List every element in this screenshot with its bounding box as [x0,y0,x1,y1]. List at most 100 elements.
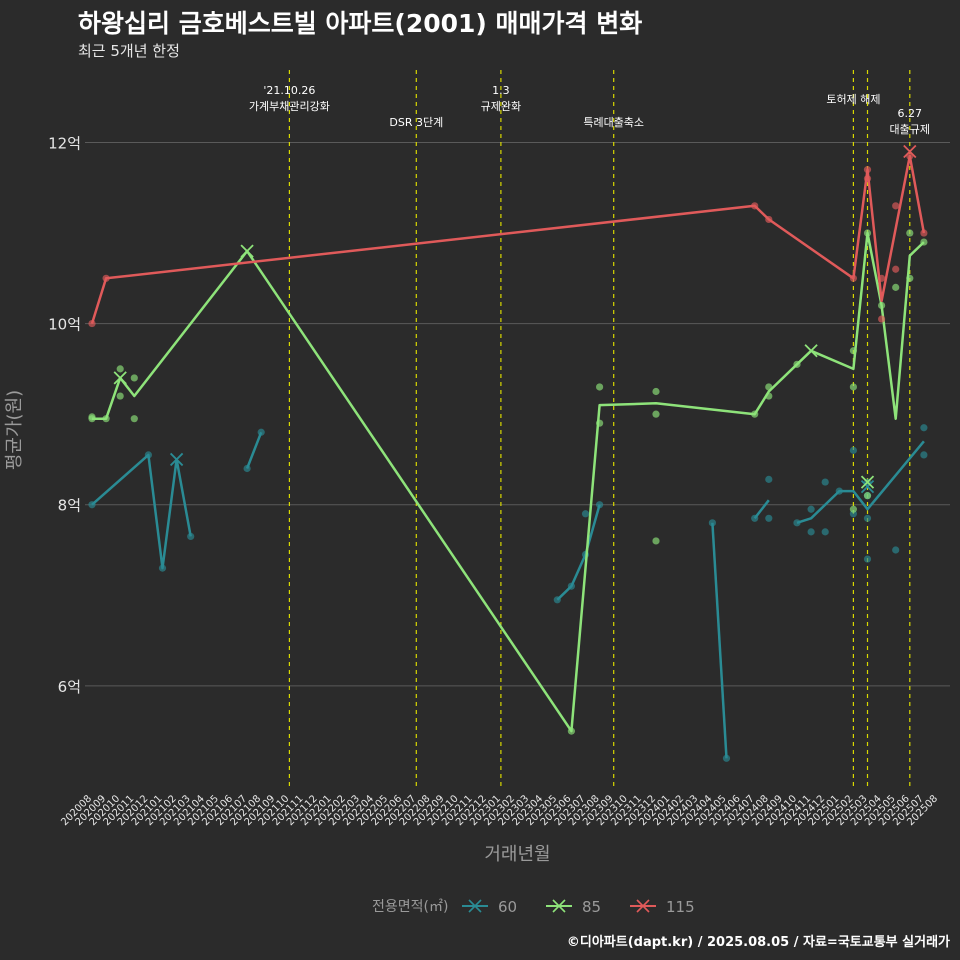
data-point-60 [835,487,843,495]
data-point-60 [708,519,717,527]
data-point-60 [849,446,858,454]
y-tick-label: 12억 [48,134,81,152]
legend-title: 전용면적(㎡) [372,899,448,915]
data-point-85 [849,347,858,355]
series-line-60 [91,453,192,570]
legend-label-60: 60 [498,898,517,916]
data-point-85 [906,229,914,237]
legend-label-115: 115 [666,898,695,916]
data-point-85 [765,392,773,400]
data-point-115 [878,274,886,282]
data-point-85 [765,383,773,391]
credit-text: ©디아파트(dapt.kr) / 2025.08.05 / 자료=국토교통부 실… [566,935,950,950]
event-label: 토허제 해제 [826,92,880,106]
data-point-85 [751,410,759,418]
data-point-60 [158,564,167,572]
cross-marker-60 [860,479,875,494]
data-point-85 [920,238,928,246]
chart-title: 하왕십리 금호베스트빌 아파트(2001) 매매가격 변화 [78,9,643,38]
data-point-85 [102,415,110,423]
data-point-85 [596,419,604,427]
data-point-85 [116,392,124,400]
data-point-85 [652,410,660,418]
series-line-85 [92,231,925,733]
data-point-85 [652,387,660,396]
data-point-85 [849,383,858,391]
y-tick-label: 8억 [58,497,81,515]
data-point-60 [243,464,251,473]
data-point-85 [906,274,914,282]
data-point-115 [863,166,872,174]
data-point-85 [130,374,138,382]
data-point-85 [567,727,576,735]
data-point-85 [596,383,604,391]
data-point-85 [130,415,138,423]
data-point-60 [751,514,759,522]
legend-marker-115 [636,899,650,913]
data-point-115 [88,319,96,328]
y-axis-title: 평균가(원) [4,390,25,470]
data-point-60 [807,528,815,536]
data-point-115 [849,274,858,282]
cross-marker-60 [169,452,184,467]
event-label: 가계부채관리강화 [249,100,330,113]
data-point-60 [765,514,773,522]
event-label: 규제완화 [481,100,521,113]
event-label: 6.27 [898,107,923,120]
series-line-115 [90,154,926,324]
data-point-85 [88,415,96,423]
data-point-115 [863,175,872,183]
series-line-60 [711,522,728,759]
data-point-115 [102,274,110,282]
cross-marker-85 [860,475,875,489]
cross-marker-85 [804,344,818,358]
data-point-60 [257,428,265,436]
data-point-115 [751,202,759,210]
data-point-60 [920,451,928,459]
cross-marker-85 [240,244,254,258]
data-point-60 [722,754,731,762]
data-point-60 [892,546,900,554]
event-label: DSR 3단계 [389,116,443,129]
data-point-60 [596,501,604,509]
data-point-115 [878,315,886,323]
data-point-60 [765,475,773,483]
chart-subtitle: 최근 5개년 한정 [78,42,180,60]
data-point-85 [793,360,801,368]
data-point-60 [88,501,96,509]
data-point-60 [863,555,872,563]
data-point-60 [807,505,815,513]
data-point-85 [863,229,872,237]
data-point-85 [652,537,660,545]
data-point-115 [892,202,900,210]
series-line-60 [245,431,263,469]
series-line-60 [753,499,770,520]
event-label: 1.3 [492,84,510,97]
series-line-60 [796,440,925,524]
data-point-85 [849,505,858,513]
data-point-85 [863,492,872,500]
legend-label-85: 85 [582,898,601,916]
series-line-60 [556,504,601,601]
data-point-85 [892,283,900,291]
data-point-60 [581,510,590,518]
legend-marker-60 [468,899,482,913]
data-point-85 [116,365,124,373]
y-tick-label: 6억 [58,678,81,696]
event-label: 대출규제 [890,123,930,136]
data-point-60 [821,528,829,536]
data-point-60 [920,424,928,432]
x-axis-title: 거래년월 [484,844,550,865]
y-tick-label: 10억 [48,316,81,334]
data-point-115 [920,229,928,237]
data-point-85 [878,301,886,310]
data-point-60 [821,478,829,486]
cross-marker-85 [113,371,127,385]
data-point-60 [567,582,576,590]
data-point-60 [144,451,152,459]
cross-marker-115 [903,144,917,159]
data-point-60 [553,596,561,604]
data-point-60 [187,532,195,541]
event-label: '21.10.26 [263,84,315,97]
